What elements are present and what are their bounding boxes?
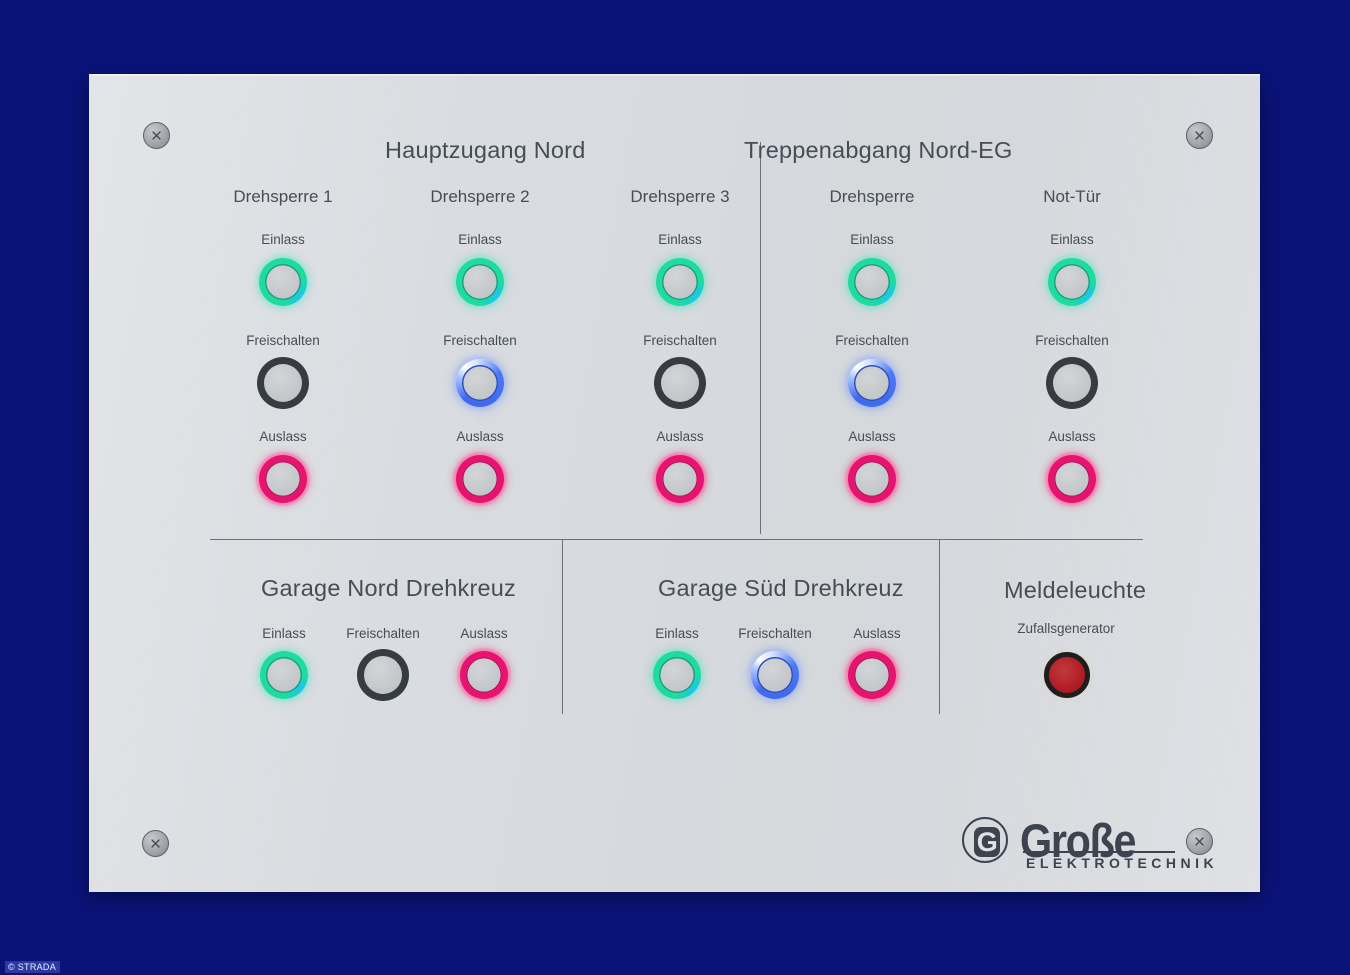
svg-text:G: G xyxy=(977,827,998,857)
